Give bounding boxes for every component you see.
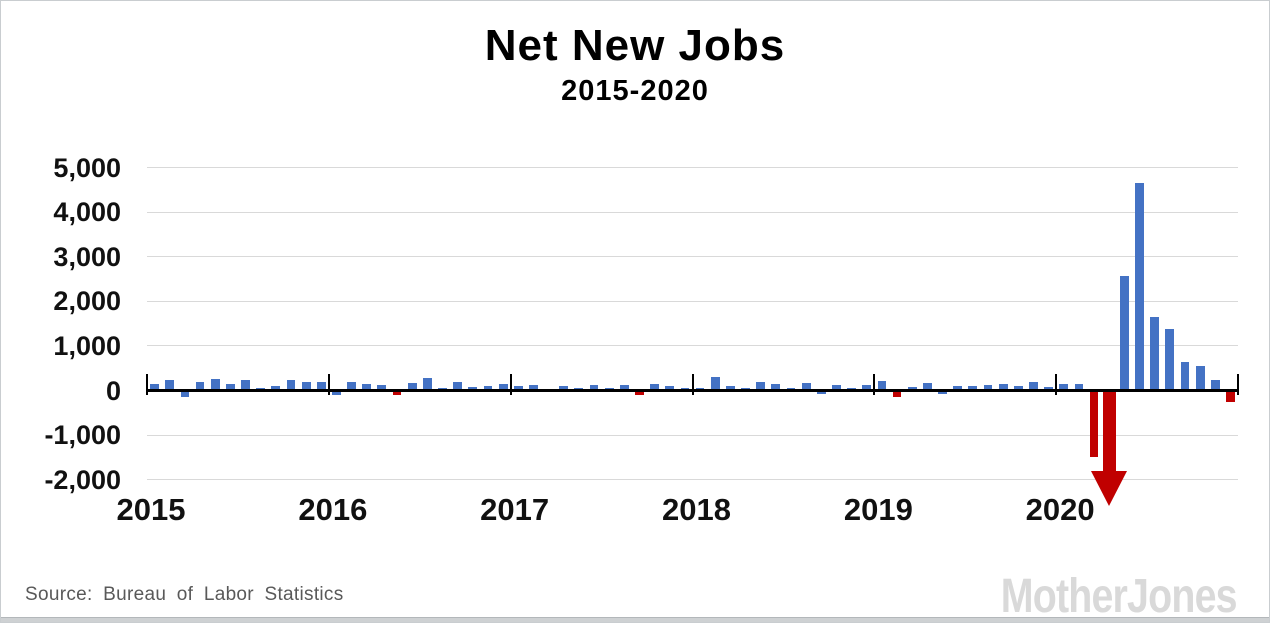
year-tick-mark (1055, 374, 1058, 395)
bar-2016-04 (377, 384, 387, 391)
y-axis-tick-label: -2,000 (44, 464, 121, 495)
bar-2016-06 (407, 382, 417, 391)
bar-2019-02 (892, 392, 902, 397)
bar-2015-07 (241, 379, 250, 391)
bar-2015-01 (150, 383, 159, 391)
bar-2019-04 (922, 383, 932, 391)
bar-2016-01 (332, 392, 341, 395)
bar-2017-06 (589, 384, 599, 391)
motherjones-logo: MotherJones (1001, 570, 1238, 623)
bar-2020-04-offscale (1102, 390, 1116, 473)
bar-2020-02 (1074, 383, 1084, 391)
bar-2015-05 (210, 378, 220, 391)
chart-title: Net New Jobs (484, 21, 786, 70)
bar-2019-11 (1029, 382, 1038, 391)
bar-2017-02 (529, 385, 538, 391)
year-tick-mark (691, 374, 694, 395)
bar-2016-03 (362, 383, 372, 391)
bar-2020-03 (1089, 392, 1099, 458)
bar-2018-02 (710, 377, 720, 391)
bar-2016-07 (422, 378, 432, 391)
year-tick-mark (146, 374, 148, 395)
bar-2018-05 (756, 381, 766, 391)
bar-2019-06 (953, 386, 963, 391)
gridline (147, 167, 1238, 169)
bar-2017-04 (559, 385, 569, 391)
bar-2019-07 (968, 386, 978, 391)
bar-2020-05 (1119, 276, 1129, 391)
bar-2019-10 (1013, 385, 1023, 391)
bar-2018-12 (862, 385, 872, 391)
bar-2016-09 (453, 382, 463, 391)
bar-2020-07 (1150, 316, 1160, 391)
gridline (147, 300, 1238, 302)
bar-2018-09 (816, 392, 826, 394)
gridline (147, 434, 1238, 436)
year-tick-mark (327, 374, 330, 395)
bar-2019-09 (998, 384, 1008, 391)
bar-2020-11 (1210, 380, 1220, 391)
bar-2020-12 (1226, 392, 1235, 403)
x-axis-year-label: 2019 (843, 492, 913, 527)
bar-2019-01 (877, 381, 887, 391)
bar-2018-03 (726, 385, 735, 391)
bar-2019-08 (983, 384, 993, 391)
y-axis-tick-label: 4,000 (53, 197, 121, 228)
y-axis-tick-label: 3,000 (53, 241, 121, 272)
chart-subtitle: 2015-2020 (561, 75, 709, 107)
bar-2020-09 (1180, 362, 1190, 391)
bar-2019-05 (938, 392, 947, 394)
x-axis-year-label: 2017 (480, 492, 550, 527)
bar-2017-01 (513, 385, 523, 391)
bar-2015-12 (316, 382, 326, 391)
bar-2015-06 (225, 384, 235, 391)
bar-2017-11 (665, 385, 675, 391)
x-axis-year-label: 2020 (1025, 492, 1095, 527)
bar-2015-11 (301, 382, 311, 391)
y-axis-tick-label: 0 (105, 375, 121, 406)
bar-2020-06 (1135, 183, 1144, 391)
bar-2016-12 (498, 384, 508, 391)
bar-2015-04 (195, 381, 205, 391)
y-axis-tick-label: -1,000 (44, 420, 121, 451)
bar-2020-01 (1059, 384, 1069, 391)
bar-2018-08 (801, 382, 811, 391)
bar-2017-09 (635, 392, 644, 396)
year-tick-mark (1237, 374, 1239, 395)
bar-2019-03 (907, 387, 917, 391)
bar-2017-10 (650, 383, 660, 391)
bar-2015-09 (271, 386, 281, 391)
x-axis-year-label: 2016 (298, 492, 368, 527)
bar-2015-02 (165, 380, 175, 391)
year-tick-mark (873, 374, 876, 395)
gridline (147, 256, 1238, 258)
bar-2018-06 (771, 384, 781, 391)
x-axis-year-label: 2018 (662, 492, 731, 527)
gridline (147, 479, 1238, 481)
bar-2016-02 (347, 382, 356, 391)
bar-2015-10 (286, 379, 296, 391)
y-axis-tick-label: 1,000 (53, 330, 121, 361)
bar-2018-10 (832, 384, 841, 391)
gridline (147, 211, 1238, 213)
source-note: Source: Bureau of Labor Statistics (25, 584, 344, 605)
y-axis-tick-label: 5,000 (53, 152, 121, 183)
bar-2017-08 (619, 385, 629, 391)
bar-2020-10 (1195, 366, 1205, 391)
bar-2016-10 (468, 387, 478, 391)
bar-2016-05 (392, 392, 402, 395)
offscale-down-arrow-icon (1091, 471, 1128, 506)
x-axis-year-label: 2015 (116, 492, 186, 527)
bar-2015-03 (180, 392, 190, 397)
bar-2019-12 (1044, 387, 1053, 391)
bar-2016-11 (483, 386, 493, 391)
bar-2020-08 (1165, 329, 1175, 391)
year-tick-mark (509, 374, 512, 395)
gridline (147, 345, 1238, 347)
y-axis-tick-label: 2,000 (53, 286, 121, 317)
window-bottom-edge (1, 617, 1269, 622)
